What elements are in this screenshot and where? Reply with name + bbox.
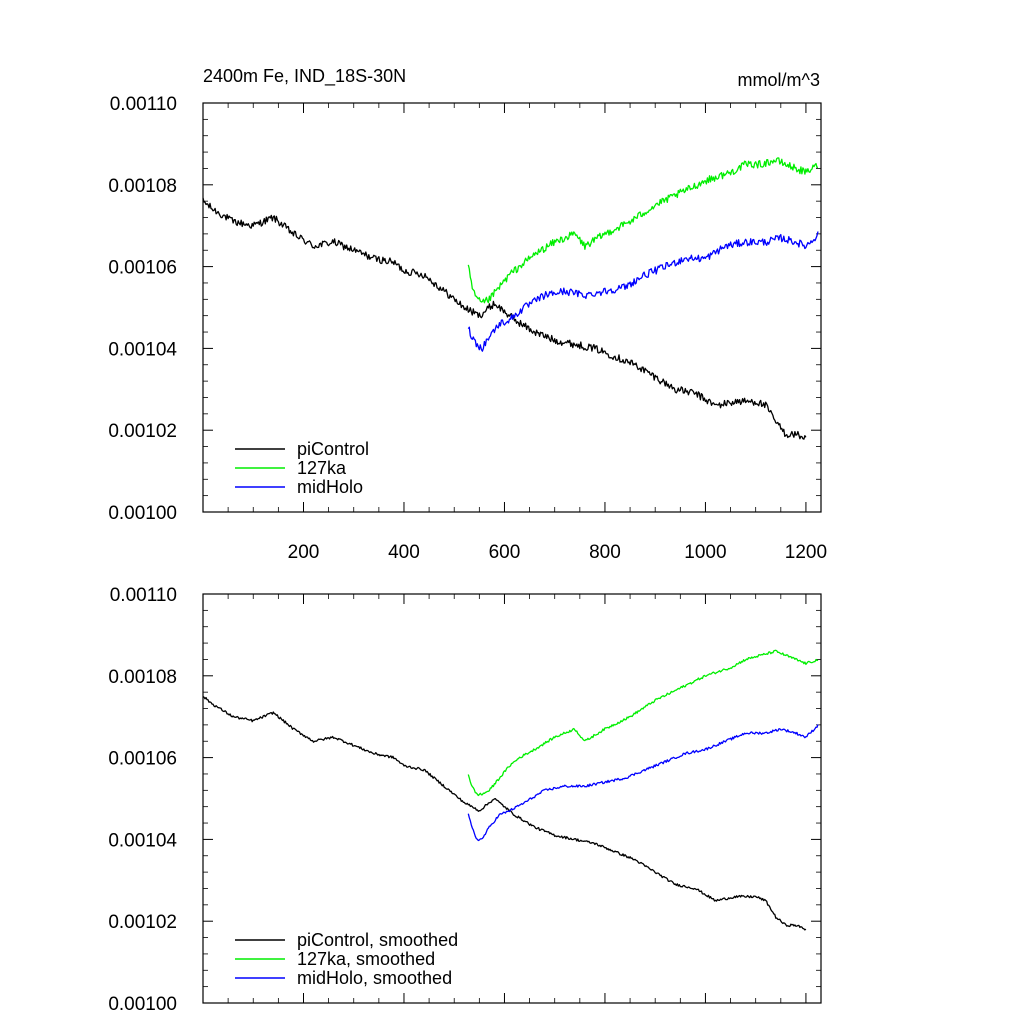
y-tick-label: 0.00108 [108,176,177,197]
bottom-panel: 0.00100 0.00102 0.00104 0.00106 0.00108 0.001… [108,585,822,1015]
x-tick-label: 800 [589,542,621,563]
y-tick-label: 0.00106 [108,258,177,279]
units-label: mmol/m^3 [738,70,820,90]
y-tick-label: 0.00110 [110,94,177,115]
y-tick-label: 0.00104 [108,830,177,851]
x-tick-label: 400 [388,542,420,563]
series-line-picontrol [202,197,807,440]
plot-frame [202,102,822,513]
y-tick-label: 0.00110 [110,585,177,606]
series-line-127ka-smoothed [467,649,819,797]
x-tick-label: 1200 [785,542,827,563]
x-tick-label: 1000 [684,542,726,563]
legend-label: 127ka [297,458,347,478]
legend-label: piControl [297,439,369,459]
legend-label: piControl, smoothed [297,930,458,950]
x-tick-label: 600 [489,542,521,563]
y-tick-label: 0.00102 [108,421,177,442]
x-tick-label: 200 [288,542,320,563]
y-tick-label: 0.00108 [108,667,177,688]
y-tick-label: 0.00102 [108,912,177,933]
top-panel: 0.00100 0.00102 0.00104 0.00106 0.00108 0.001… [108,94,827,563]
legend-label: midHolo, smoothed [297,968,452,988]
y-tick-label: 0.00100 [108,994,177,1015]
legend-label: midHolo [297,477,363,497]
series-line-picontrol-smoothed [202,696,807,931]
series-line-midholo-smoothed [467,724,819,842]
y-tick-label: 0.00104 [108,339,177,360]
series-line-midholo [467,231,819,352]
legend-label: 127ka, smoothed [297,949,435,969]
plot-frame [202,593,822,1004]
y-tick-label: 0.00100 [108,503,177,524]
y-tick-label: 0.00106 [108,749,177,770]
chart-title: 2400m Fe, IND_18S-30N [203,66,406,87]
series-line-127ka [467,157,819,304]
